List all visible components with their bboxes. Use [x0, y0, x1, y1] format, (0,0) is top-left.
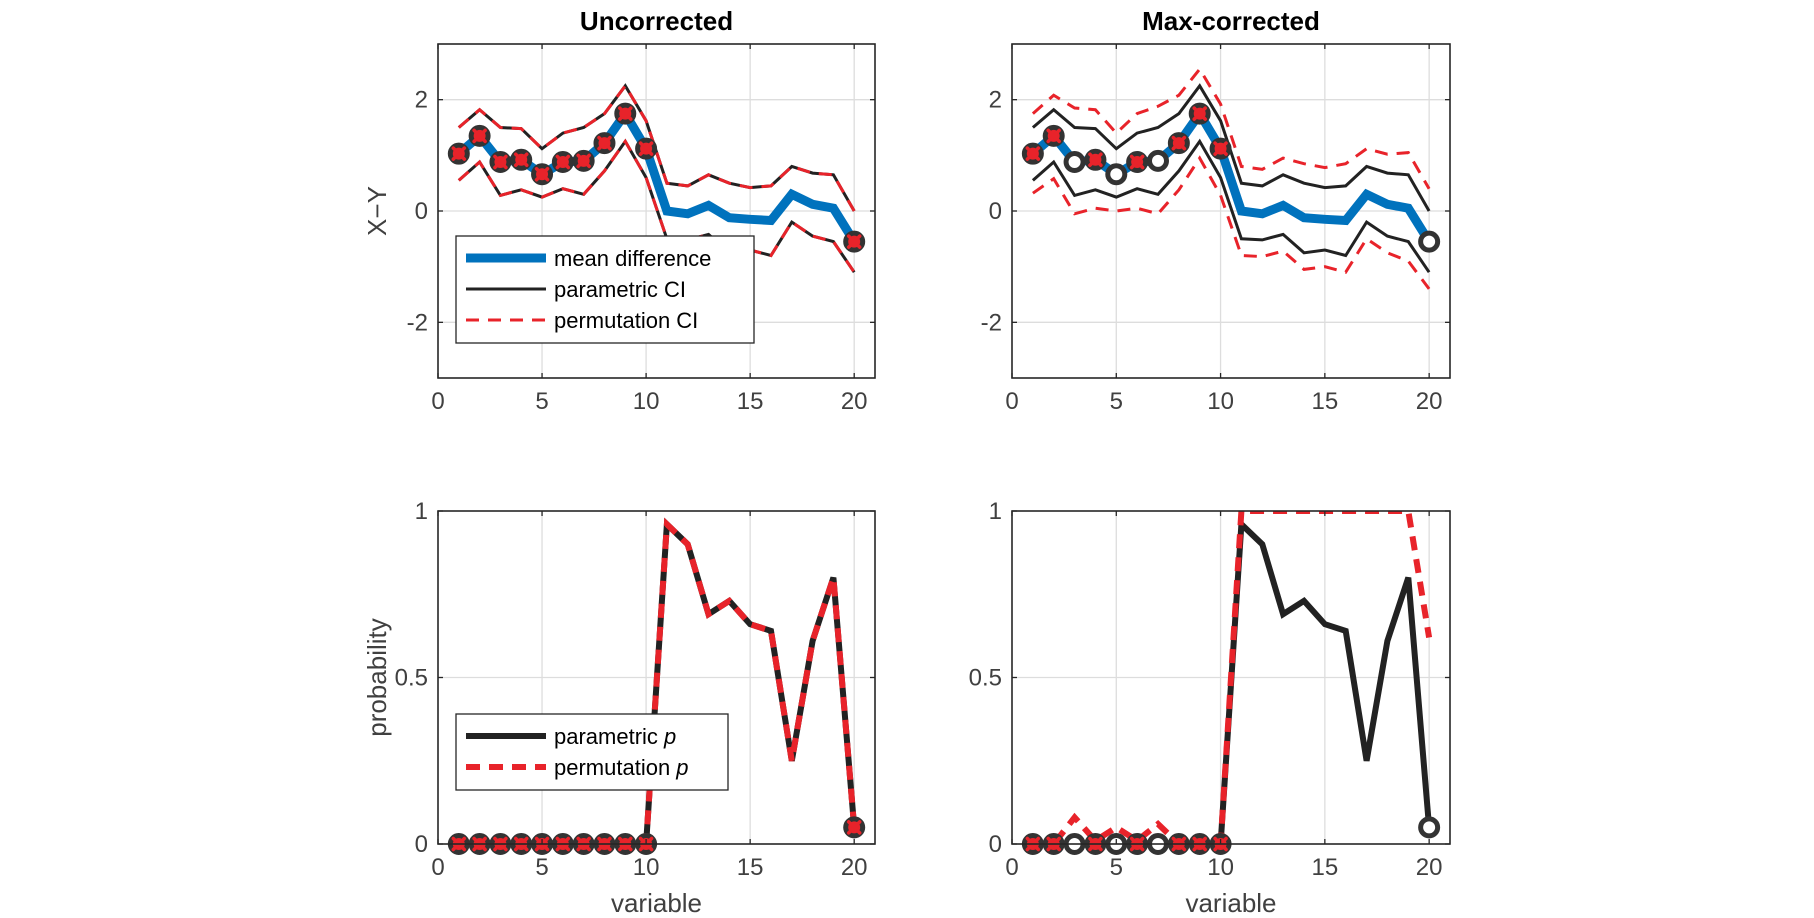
legend-label-text: permutation CI [554, 308, 698, 333]
permutation-significant-cross [846, 820, 862, 835]
permutation-significant-cross [1213, 141, 1228, 156]
x-axis-label: variable [1185, 888, 1276, 918]
permutation-significant-cross [555, 154, 571, 170]
x-tick-label: 15 [1312, 854, 1339, 881]
permutation-significant-cross [638, 141, 654, 156]
y-axis-label: X−Y [362, 186, 392, 236]
y-tick-label: 0 [989, 198, 1002, 225]
x-tick-label: 0 [1005, 388, 1018, 415]
plot-area [1032, 511, 1433, 844]
y-tick-label: 2 [415, 87, 428, 114]
legend-label-text: mean difference [554, 246, 711, 271]
legend-entry-label: parametric CI [554, 277, 686, 302]
legend-entry-label: mean difference [554, 246, 711, 271]
y-tick-label: 0.5 [395, 665, 428, 692]
legend-label-text: parametric [554, 724, 664, 749]
x-tick-label: 5 [535, 854, 548, 881]
permutation-significant-cross [597, 135, 612, 151]
legend-entry-label: permutation p [554, 755, 689, 780]
legend-entry-label: parametric p [554, 724, 676, 749]
legend-label-italic: p [663, 724, 676, 749]
x-tick-label: 15 [737, 388, 764, 415]
plot-area [458, 517, 858, 844]
legend-entry-label: permutation CI [554, 308, 698, 333]
x-axis-label: variable [611, 888, 702, 918]
permutation-significant-cross [846, 234, 862, 249]
legend-label-text: parametric CI [554, 277, 686, 302]
x-tick-label: 0 [1005, 854, 1018, 881]
permutation-significant-cross [472, 128, 487, 144]
permutation-significant-cross [1129, 154, 1145, 170]
significant-marker [1147, 149, 1169, 172]
panel-max-corrected-probability: 0 5 10 15 20 0 0.5 1 variable [969, 498, 1451, 918]
plot-area [1029, 66, 1433, 290]
significant-marker [1418, 816, 1441, 839]
permutation-significant-cross [1046, 128, 1061, 144]
permutation-significant-cross [618, 106, 633, 121]
x-tick-label: 20 [1416, 854, 1443, 881]
series-line-permutation-p [1032, 511, 1433, 844]
significant-marker [1063, 151, 1086, 174]
x-tick-label: 20 [841, 854, 868, 881]
permutation-significant-cross [493, 154, 508, 170]
significant-marker [1418, 230, 1441, 253]
y-axis-label: probability [362, 618, 392, 737]
permutation-significant-cross [451, 146, 467, 161]
x-tick-label: 10 [633, 854, 660, 881]
series-line-permutation-CI-upper [1031, 66, 1431, 190]
y-tick-label: 2 [989, 87, 1002, 114]
series-line-parametric-CI-lower [1031, 138, 1431, 274]
permutation-significant-cross [576, 153, 591, 169]
y-tick-label: 0 [415, 831, 428, 858]
x-tick-label: 20 [841, 388, 868, 415]
y-tick-label: -2 [407, 309, 428, 336]
permutation-significant-cross [1025, 146, 1041, 161]
x-tick-label: 15 [1312, 388, 1339, 415]
x-tick-label: 10 [633, 388, 660, 415]
y-tick-label: 0 [989, 831, 1002, 858]
y-tick-label: 1 [989, 498, 1002, 525]
panel-title: Max-corrected [1142, 6, 1320, 36]
panel-uncorrected-difference: 0 5 10 15 20 -2 0 2 Uncorrected X−Y mean differenc… [362, 6, 876, 415]
y-tick-label: 0 [415, 198, 428, 225]
x-tick-label: 5 [1110, 388, 1123, 415]
x-tick-label: 0 [431, 854, 444, 881]
panel-uncorrected-probability: 0 5 10 15 20 0 0.5 1 variable probability parametr… [362, 498, 876, 918]
permutation-significant-cross [1088, 152, 1103, 168]
legend-box [455, 713, 729, 791]
x-tick-label: 10 [1207, 854, 1234, 881]
legend-label-text: permutation [554, 755, 676, 780]
legend-label-italic: p [675, 755, 688, 780]
x-tick-label: 20 [1416, 388, 1443, 415]
x-tick-label: 5 [535, 388, 548, 415]
permutation-significant-cross [534, 167, 550, 182]
series-line-permutation-CI-lower [457, 138, 856, 274]
x-tick-label: 10 [1207, 388, 1234, 415]
y-tick-label: 0.5 [969, 665, 1002, 692]
series-line-permutation-CI-upper [457, 83, 856, 212]
significant-marker [1105, 163, 1128, 186]
series-line-permutation-p [458, 517, 858, 844]
permutation-significant-cross [1192, 106, 1207, 121]
y-tick-label: -2 [981, 309, 1002, 336]
y-tick-label: 1 [415, 498, 428, 525]
permutation-significant-cross [1171, 135, 1187, 151]
permutation-significant-cross [513, 152, 529, 168]
panel-max-corrected-difference: 0 5 10 15 20 -2 0 2 Max-corrected [981, 6, 1451, 415]
series-line-permutation-CI-lower [1032, 155, 1431, 290]
legend: mean difference parametric CI permutation … [455, 235, 755, 344]
x-tick-label: 15 [737, 854, 764, 881]
x-tick-label: 5 [1110, 854, 1123, 881]
panel-title: Uncorrected [580, 6, 733, 36]
x-tick-label: 0 [431, 388, 444, 415]
